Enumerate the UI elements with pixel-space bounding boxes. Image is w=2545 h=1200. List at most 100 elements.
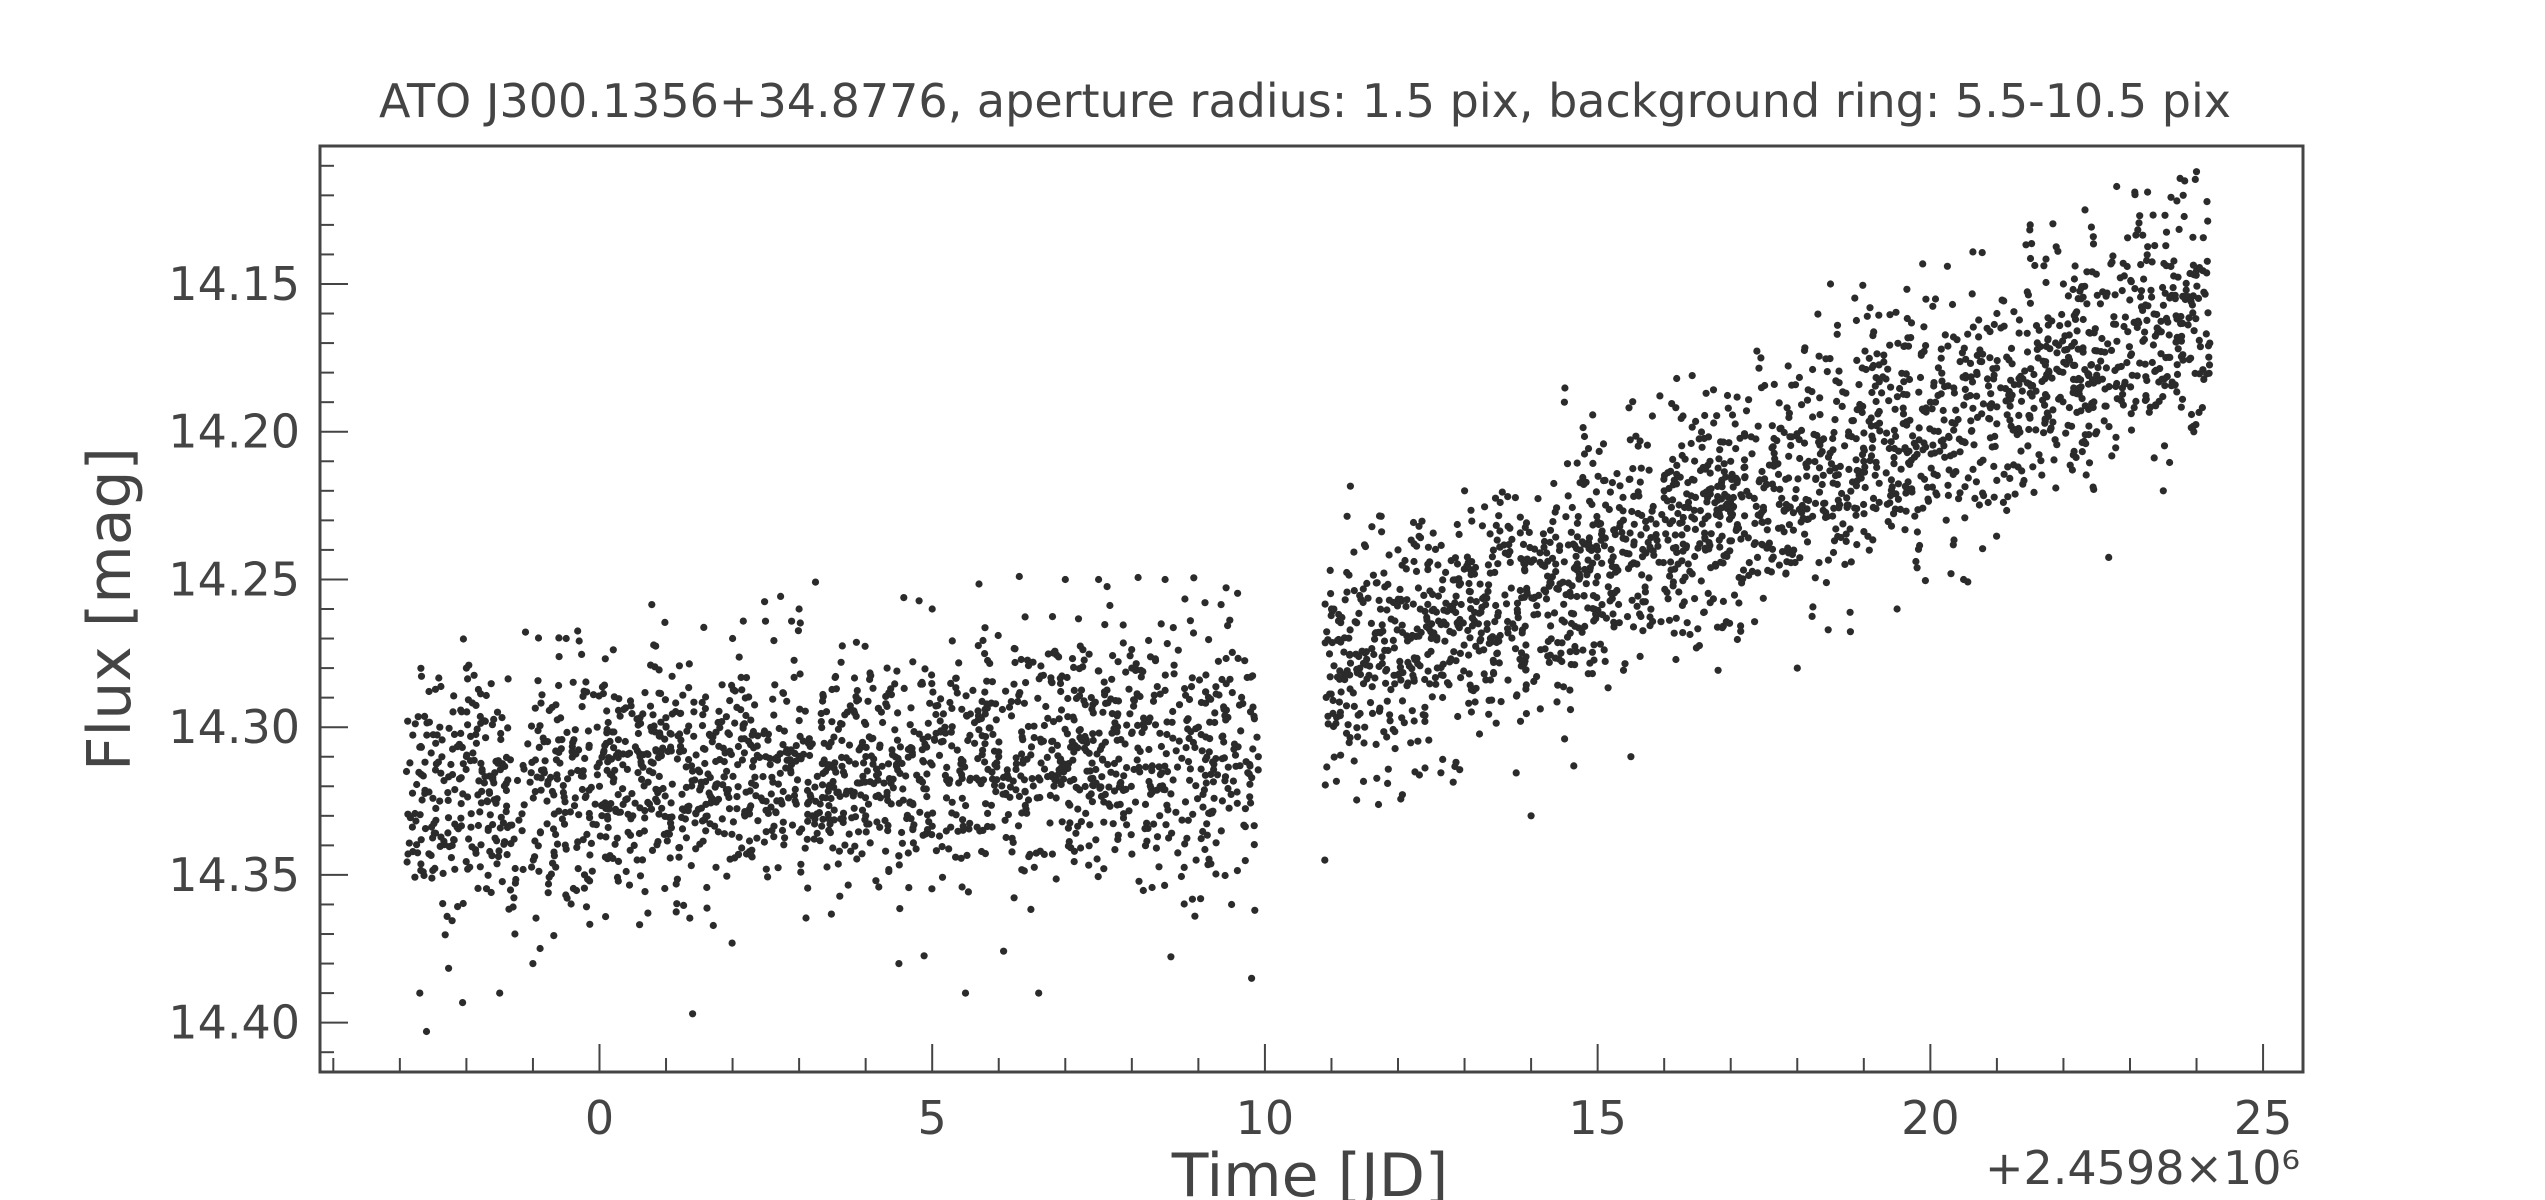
data-point — [1483, 620, 1491, 628]
data-point — [2107, 346, 2116, 354]
data-point — [667, 799, 675, 807]
data-point — [2096, 300, 2104, 308]
data-point — [506, 756, 514, 764]
data-point — [2022, 241, 2030, 249]
data-point — [1094, 667, 1102, 675]
data-point — [2047, 424, 2055, 432]
data-point — [1554, 585, 1562, 593]
data-point — [1628, 507, 1636, 516]
data-point — [1393, 671, 1402, 679]
data-point — [1437, 621, 1445, 629]
data-point — [1745, 571, 1753, 580]
data-point — [2144, 243, 2152, 251]
data-point — [2049, 418, 2057, 426]
data-point — [826, 820, 834, 828]
data-point — [1929, 302, 1937, 310]
data-point — [564, 775, 572, 783]
data-point — [957, 854, 965, 862]
data-point — [2094, 364, 2102, 372]
data-point — [1046, 819, 1054, 827]
data-point — [1528, 594, 1536, 602]
data-point — [672, 699, 680, 707]
data-point — [1396, 585, 1404, 594]
data-point — [429, 794, 437, 802]
data-point — [1070, 686, 1078, 695]
data-point — [1979, 350, 1987, 358]
data-point — [840, 771, 849, 779]
data-point — [1691, 457, 1699, 465]
data-point — [937, 695, 945, 703]
data-point — [1875, 311, 1883, 319]
data-point — [1237, 727, 1245, 735]
data-point — [826, 829, 835, 837]
data-point — [1409, 518, 1418, 527]
data-point — [1590, 641, 1598, 649]
data-point — [1065, 760, 1073, 768]
data-point — [2123, 262, 2131, 271]
data-point — [457, 800, 465, 808]
data-point — [1359, 777, 1368, 786]
data-point — [1224, 622, 1232, 630]
data-point — [1127, 831, 1135, 839]
data-point — [2018, 467, 2026, 475]
data-point — [928, 680, 936, 688]
data-point — [1589, 592, 1597, 600]
data-points — [402, 168, 2214, 1036]
data-point — [483, 797, 491, 805]
data-point — [653, 798, 661, 806]
data-point — [413, 841, 421, 849]
data-point — [1440, 606, 1448, 614]
data-point — [1837, 533, 1845, 542]
data-point — [1104, 760, 1112, 769]
data-point — [1105, 783, 1113, 791]
data-point — [1430, 629, 1438, 637]
data-point — [1606, 597, 1614, 605]
data-point — [1161, 686, 1169, 695]
data-point — [1993, 357, 2001, 365]
data-point — [791, 797, 799, 805]
data-point — [714, 795, 723, 803]
data-point — [751, 701, 759, 709]
data-point — [2052, 339, 2060, 347]
data-point — [797, 860, 805, 868]
data-point — [558, 736, 566, 744]
data-point — [793, 776, 802, 784]
data-point — [823, 863, 831, 871]
data-point — [979, 636, 987, 645]
data-point — [1451, 762, 1459, 771]
data-point — [529, 794, 537, 802]
data-point — [1884, 518, 1892, 526]
data-point — [1336, 667, 1344, 675]
data-point — [827, 738, 835, 747]
data-point — [532, 914, 540, 922]
data-point — [469, 749, 477, 757]
data-point — [657, 718, 665, 726]
data-point — [1626, 436, 1634, 444]
data-point — [1363, 675, 1371, 683]
data-point — [2114, 363, 2122, 371]
data-point — [535, 743, 543, 752]
data-point — [1698, 520, 1706, 528]
data-point — [1101, 738, 1109, 746]
data-point — [682, 763, 690, 771]
data-point — [1220, 738, 1228, 746]
data-point — [1778, 548, 1787, 556]
data-point — [1993, 420, 2001, 428]
data-point — [1944, 382, 1952, 390]
data-point — [603, 707, 611, 715]
data-point — [1960, 344, 1968, 352]
data-point — [1014, 822, 1023, 830]
data-point — [497, 735, 505, 744]
data-point — [1236, 762, 1244, 770]
data-point — [1735, 599, 1743, 607]
data-point — [1619, 493, 1627, 501]
data-point — [2124, 328, 2132, 336]
data-point — [526, 778, 534, 786]
data-point — [1504, 625, 1512, 633]
data-point — [674, 732, 682, 740]
data-point — [691, 819, 699, 827]
data-point — [1152, 844, 1160, 852]
data-point — [1491, 618, 1499, 626]
data-point — [611, 766, 619, 774]
data-point — [556, 759, 564, 767]
